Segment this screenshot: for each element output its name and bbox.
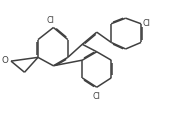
Text: Cl: Cl: [93, 91, 101, 100]
Text: O: O: [1, 55, 8, 64]
Text: Cl: Cl: [143, 19, 151, 28]
Text: Cl: Cl: [47, 16, 55, 25]
